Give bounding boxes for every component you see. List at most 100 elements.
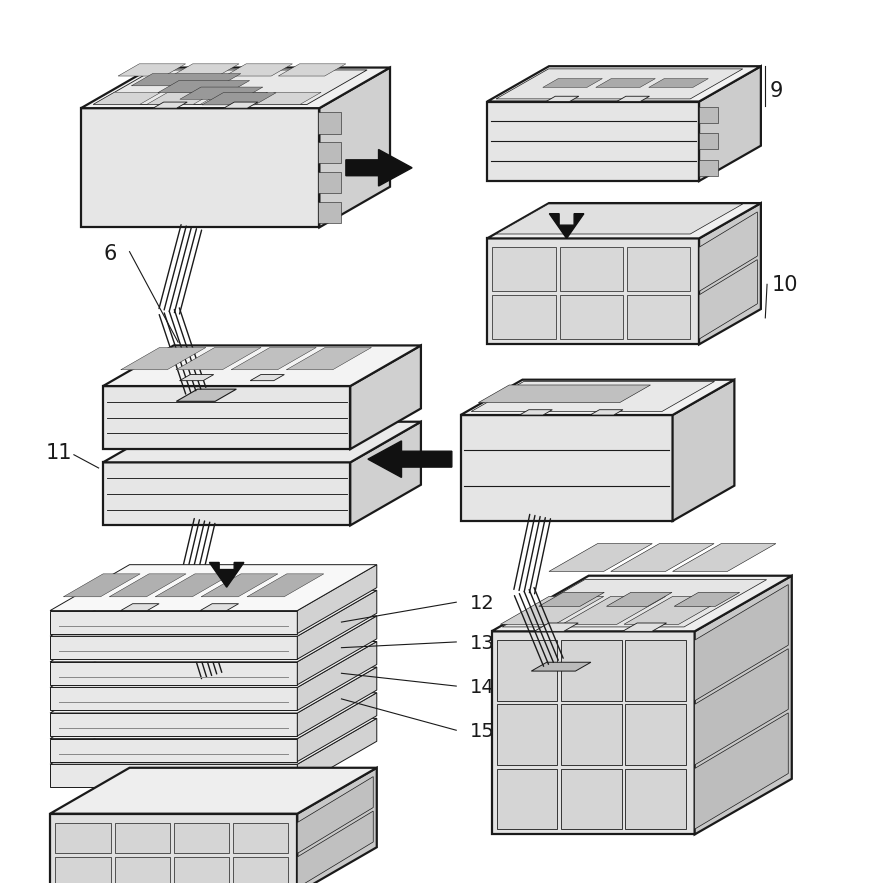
- Polygon shape: [225, 64, 292, 76]
- Polygon shape: [51, 738, 298, 761]
- Polygon shape: [180, 87, 263, 99]
- Polygon shape: [560, 247, 623, 291]
- Polygon shape: [55, 823, 111, 853]
- Text: 12: 12: [470, 594, 494, 614]
- Polygon shape: [624, 597, 727, 624]
- Polygon shape: [350, 422, 421, 525]
- Polygon shape: [672, 544, 776, 571]
- Text: 14: 14: [470, 678, 494, 698]
- Polygon shape: [561, 705, 622, 765]
- Polygon shape: [626, 768, 686, 829]
- Polygon shape: [317, 202, 340, 223]
- Polygon shape: [298, 565, 377, 634]
- Polygon shape: [497, 768, 557, 829]
- Polygon shape: [546, 96, 579, 102]
- Text: 15: 15: [470, 722, 494, 742]
- Polygon shape: [233, 857, 289, 883]
- Polygon shape: [607, 592, 672, 607]
- Polygon shape: [51, 641, 377, 687]
- FancyArrow shape: [549, 214, 584, 238]
- Polygon shape: [350, 345, 421, 449]
- Polygon shape: [51, 636, 298, 659]
- Text: 6: 6: [103, 245, 116, 265]
- Polygon shape: [590, 410, 623, 415]
- Polygon shape: [496, 204, 742, 234]
- Polygon shape: [190, 675, 252, 684]
- Polygon shape: [626, 295, 690, 339]
- Polygon shape: [131, 73, 241, 86]
- Polygon shape: [103, 345, 421, 386]
- Polygon shape: [560, 295, 623, 339]
- Polygon shape: [202, 93, 276, 105]
- Polygon shape: [487, 66, 761, 102]
- Polygon shape: [626, 640, 686, 701]
- Polygon shape: [298, 811, 373, 883]
- Polygon shape: [487, 102, 699, 181]
- Polygon shape: [153, 102, 187, 108]
- Polygon shape: [478, 385, 650, 403]
- Polygon shape: [471, 381, 714, 411]
- Polygon shape: [563, 597, 665, 624]
- Polygon shape: [298, 616, 377, 685]
- Polygon shape: [51, 687, 298, 710]
- Polygon shape: [298, 668, 377, 736]
- Polygon shape: [623, 623, 666, 631]
- Polygon shape: [317, 112, 340, 133]
- Polygon shape: [120, 348, 206, 370]
- Polygon shape: [699, 133, 719, 149]
- Polygon shape: [626, 705, 686, 765]
- Polygon shape: [543, 79, 602, 87]
- Polygon shape: [298, 777, 373, 853]
- Polygon shape: [120, 424, 206, 446]
- Polygon shape: [534, 623, 579, 631]
- Polygon shape: [51, 764, 298, 788]
- Polygon shape: [699, 212, 758, 291]
- Polygon shape: [502, 579, 766, 627]
- Polygon shape: [298, 719, 377, 788]
- Polygon shape: [317, 172, 340, 193]
- Polygon shape: [103, 463, 350, 525]
- Polygon shape: [93, 70, 367, 104]
- Polygon shape: [231, 424, 316, 446]
- Polygon shape: [51, 662, 298, 685]
- Polygon shape: [81, 67, 390, 108]
- Polygon shape: [81, 108, 319, 227]
- Polygon shape: [51, 616, 377, 662]
- Polygon shape: [51, 590, 377, 636]
- Polygon shape: [539, 592, 604, 607]
- Text: 13: 13: [470, 634, 494, 653]
- Polygon shape: [155, 574, 232, 597]
- Polygon shape: [493, 295, 556, 339]
- Polygon shape: [114, 823, 170, 853]
- Polygon shape: [51, 611, 298, 634]
- Polygon shape: [497, 640, 557, 701]
- Polygon shape: [224, 102, 258, 108]
- FancyArrow shape: [346, 149, 412, 186]
- Polygon shape: [672, 380, 734, 521]
- Polygon shape: [674, 592, 740, 607]
- Polygon shape: [174, 823, 229, 853]
- Polygon shape: [561, 640, 622, 701]
- Polygon shape: [233, 823, 289, 853]
- Polygon shape: [626, 247, 690, 291]
- Polygon shape: [497, 705, 557, 765]
- Polygon shape: [103, 422, 421, 463]
- Polygon shape: [461, 380, 734, 415]
- Polygon shape: [549, 544, 652, 571]
- Polygon shape: [561, 768, 622, 829]
- Polygon shape: [493, 247, 556, 291]
- Polygon shape: [51, 668, 377, 713]
- Polygon shape: [114, 857, 170, 883]
- Polygon shape: [247, 574, 323, 597]
- Polygon shape: [176, 348, 261, 370]
- Polygon shape: [172, 64, 239, 76]
- Polygon shape: [298, 692, 377, 761]
- Polygon shape: [253, 92, 321, 104]
- Polygon shape: [93, 92, 161, 104]
- Polygon shape: [695, 585, 789, 701]
- Polygon shape: [174, 857, 229, 883]
- Polygon shape: [55, 857, 111, 883]
- Polygon shape: [147, 92, 214, 104]
- Polygon shape: [118, 64, 185, 76]
- Polygon shape: [286, 348, 371, 370]
